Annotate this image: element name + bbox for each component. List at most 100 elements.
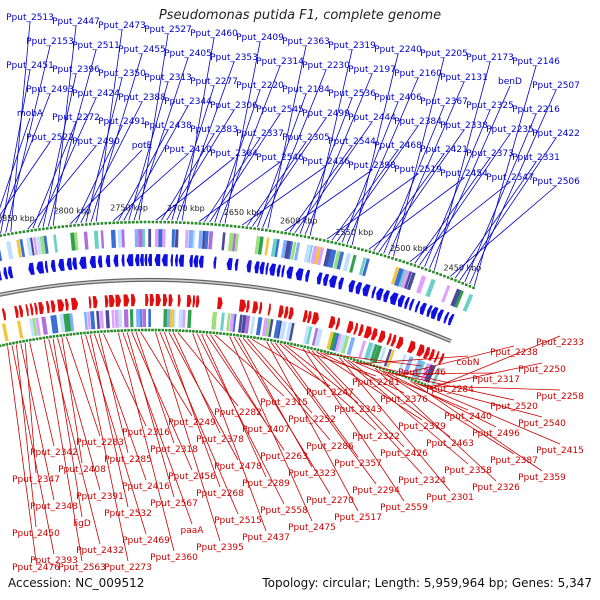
- function-box: [174, 229, 179, 248]
- tick-dot: [349, 357, 353, 360]
- tick-dot: [25, 339, 29, 342]
- leader-line: [27, 145, 97, 230]
- tick-dot: [167, 220, 170, 224]
- function-box: [83, 231, 89, 250]
- tick-dot: [233, 225, 237, 228]
- function-box: [243, 315, 251, 334]
- leader-line: [224, 41, 261, 224]
- function-box: [110, 229, 117, 248]
- gene-label: Pput_2450: [12, 529, 60, 539]
- gene-arrow: [134, 254, 140, 267]
- gene-arrow: [147, 254, 152, 267]
- leader-line: [378, 129, 465, 253]
- gene-label: Pput_2359: [518, 473, 566, 483]
- gene-label: Pput_2314: [256, 57, 304, 67]
- leader-line: [294, 121, 373, 234]
- function-box: [169, 309, 175, 328]
- tick-dot: [219, 332, 222, 335]
- gene-label: Pput_2184: [282, 85, 330, 95]
- scale-tick-label: 2700 kbp: [167, 204, 205, 213]
- gene-arrow: [390, 292, 399, 306]
- leader-line: [395, 345, 515, 376]
- gene-label: Pput_2545: [256, 105, 304, 115]
- function-box: [336, 251, 345, 270]
- tick-dot: [76, 332, 79, 335]
- leader-line: [360, 355, 469, 364]
- gene-arrow: [414, 300, 421, 313]
- gene-label: Pput_2205: [420, 49, 468, 59]
- function-box: [231, 233, 237, 252]
- tick-dot: [202, 330, 205, 334]
- gene-arrow: [353, 322, 359, 335]
- tick-dot: [407, 377, 411, 380]
- function-box: [208, 231, 214, 250]
- leader-line: [393, 57, 445, 257]
- leader-line: [338, 357, 451, 492]
- tick-dot: [73, 224, 76, 227]
- gene-arrow: [246, 260, 252, 273]
- function-box: [303, 244, 312, 263]
- function-box: [255, 317, 263, 336]
- gene-arrow: [259, 261, 265, 275]
- leader-line: [341, 101, 399, 243]
- gene-arrow: [149, 294, 155, 307]
- gene-label: Pput_2238: [490, 348, 538, 358]
- function-box: [123, 309, 129, 328]
- leader-line: [373, 153, 445, 251]
- function-box: [161, 229, 166, 248]
- plus-gene-labels: Pput_2513Pput_2447Pput_2473Pput_2527Pput…: [0, 13, 580, 287]
- gene-arrow: [376, 287, 384, 301]
- gene-label: Pput_2373: [466, 149, 514, 159]
- gene-label: Pput_2415: [536, 446, 584, 456]
- tick-dot: [89, 331, 93, 334]
- tick-dot: [29, 338, 32, 342]
- tick-dot: [366, 362, 369, 365]
- tick-dot: [263, 337, 266, 341]
- gene-label: Pput_2387: [490, 456, 538, 466]
- tick-dot: [280, 231, 284, 234]
- gene-arrow: [426, 305, 433, 318]
- leader-line: [309, 49, 353, 236]
- function-box: [254, 236, 260, 255]
- leader-line: [409, 380, 543, 472]
- leader-line: [117, 332, 175, 552]
- gene-arrow: [105, 255, 111, 268]
- tick-dot: [394, 258, 398, 261]
- function-box: [403, 270, 413, 290]
- function-box: [117, 229, 123, 248]
- gene-label: Pput_2313: [144, 73, 192, 83]
- leader-line: [270, 342, 377, 485]
- gene-label: Pput_2460: [190, 29, 238, 39]
- tick-dot: [120, 221, 123, 224]
- gene-label: Pput_2342: [30, 448, 78, 458]
- function-box: [19, 238, 26, 258]
- leader-line: [413, 381, 561, 445]
- tick-dot: [7, 232, 10, 236]
- gene-arrow: [79, 256, 87, 269]
- gene-arrow: [28, 262, 35, 276]
- gene-arrow: [29, 303, 34, 316]
- gene-label: Pput_2455: [118, 45, 166, 55]
- tick-dot: [323, 350, 326, 353]
- tick-dot: [194, 222, 198, 225]
- gene-arrow: [397, 294, 406, 308]
- tick-dot: [42, 227, 45, 231]
- gene-arrow: [323, 273, 330, 287]
- gene-arrow: [390, 334, 397, 347]
- gene-label: Pput_2378: [196, 435, 244, 445]
- gene-label: Pput_2409: [236, 33, 284, 43]
- gene-arrow: [162, 294, 168, 307]
- gene-label: Pput_2284: [426, 385, 474, 395]
- leader-line: [140, 331, 193, 417]
- tick-dot: [93, 330, 96, 334]
- gene-arrow: [302, 310, 308, 323]
- function-box: [400, 269, 410, 289]
- function-box: [362, 258, 370, 277]
- tick-dot: [349, 245, 353, 248]
- gene-arrow: [64, 298, 69, 311]
- gene-label: Pput_2230: [302, 61, 350, 71]
- tick-dot: [143, 220, 147, 224]
- gene-arrow: [370, 328, 378, 341]
- function-box: [136, 309, 141, 328]
- leader-line: [315, 351, 423, 421]
